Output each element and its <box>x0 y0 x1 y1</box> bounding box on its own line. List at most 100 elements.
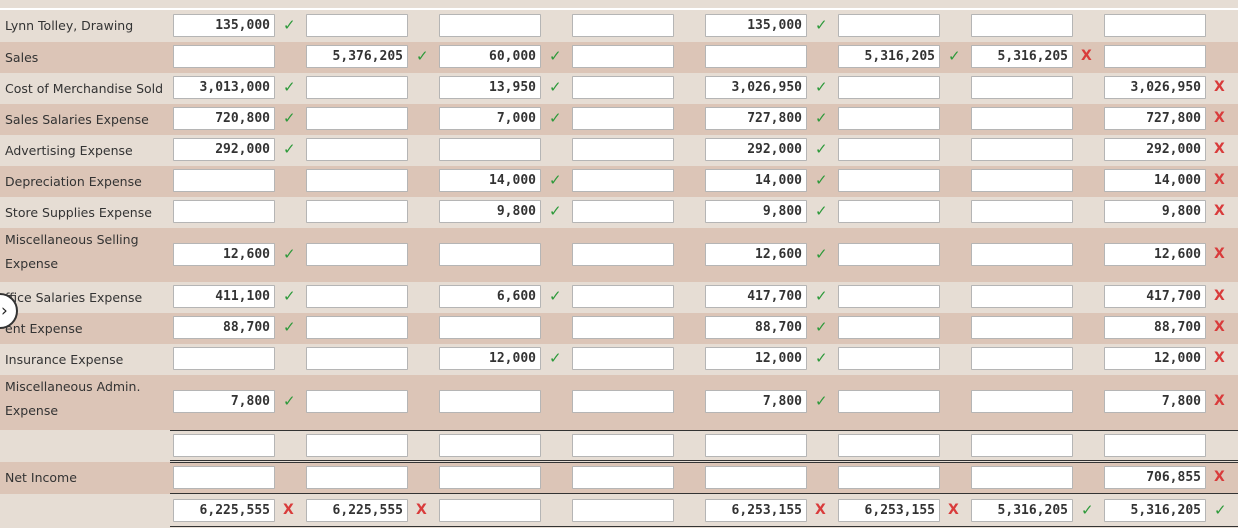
amount-input[interactable] <box>1104 107 1206 130</box>
amount-input[interactable] <box>572 76 674 99</box>
amount-input[interactable] <box>173 45 275 68</box>
amount-input[interactable] <box>838 107 940 130</box>
amount-input[interactable] <box>572 466 674 489</box>
amount-input[interactable] <box>572 347 674 370</box>
amount-input[interactable] <box>838 14 940 37</box>
amount-input[interactable] <box>572 200 674 223</box>
amount-input[interactable] <box>572 138 674 161</box>
amount-input[interactable] <box>173 138 275 161</box>
amount-input[interactable] <box>439 45 541 68</box>
amount-input[interactable] <box>971 76 1073 99</box>
amount-input[interactable] <box>439 107 541 130</box>
amount-input[interactable] <box>1104 243 1206 266</box>
amount-input[interactable] <box>838 434 940 457</box>
amount-input[interactable] <box>705 347 807 370</box>
amount-input[interactable] <box>173 316 275 339</box>
amount-input[interactable] <box>306 390 408 413</box>
amount-input[interactable] <box>173 76 275 99</box>
amount-input[interactable] <box>1104 138 1206 161</box>
amount-input[interactable] <box>173 390 275 413</box>
amount-input[interactable] <box>306 499 408 522</box>
amount-input[interactable] <box>306 434 408 457</box>
amount-input[interactable] <box>705 499 807 522</box>
amount-input[interactable] <box>173 107 275 130</box>
amount-input[interactable] <box>1104 499 1206 522</box>
amount-input[interactable] <box>971 169 1073 192</box>
amount-input[interactable] <box>1104 434 1206 457</box>
amount-input[interactable] <box>306 45 408 68</box>
amount-input[interactable] <box>439 285 541 308</box>
amount-input[interactable] <box>838 347 940 370</box>
amount-input[interactable] <box>705 390 807 413</box>
amount-input[interactable] <box>838 285 940 308</box>
amount-input[interactable] <box>572 45 674 68</box>
amount-input[interactable] <box>572 434 674 457</box>
amount-input[interactable] <box>838 466 940 489</box>
amount-input[interactable] <box>1104 390 1206 413</box>
amount-input[interactable] <box>173 14 275 37</box>
amount-input[interactable] <box>306 466 408 489</box>
amount-input[interactable] <box>705 243 807 266</box>
amount-input[interactable] <box>439 169 541 192</box>
amount-input[interactable] <box>572 390 674 413</box>
amount-input[interactable] <box>705 200 807 223</box>
amount-input[interactable] <box>439 138 541 161</box>
amount-input[interactable] <box>838 316 940 339</box>
amount-input[interactable] <box>173 434 275 457</box>
amount-input[interactable] <box>705 316 807 339</box>
amount-input[interactable] <box>306 138 408 161</box>
amount-input[interactable] <box>572 107 674 130</box>
amount-input[interactable] <box>439 200 541 223</box>
amount-input[interactable] <box>439 347 541 370</box>
amount-input[interactable] <box>306 347 408 370</box>
amount-input[interactable] <box>306 76 408 99</box>
amount-input[interactable] <box>705 45 807 68</box>
amount-input[interactable] <box>705 466 807 489</box>
amount-input[interactable] <box>971 434 1073 457</box>
amount-input[interactable] <box>572 285 674 308</box>
amount-input[interactable] <box>306 169 408 192</box>
amount-input[interactable] <box>306 285 408 308</box>
amount-input[interactable] <box>572 499 674 522</box>
amount-input[interactable] <box>439 243 541 266</box>
amount-input[interactable] <box>173 466 275 489</box>
amount-input[interactable] <box>838 76 940 99</box>
amount-input[interactable] <box>1104 347 1206 370</box>
amount-input[interactable] <box>971 390 1073 413</box>
amount-input[interactable] <box>439 390 541 413</box>
amount-input[interactable] <box>971 107 1073 130</box>
amount-input[interactable] <box>1104 285 1206 308</box>
amount-input[interactable] <box>971 316 1073 339</box>
amount-input[interactable] <box>705 285 807 308</box>
amount-input[interactable] <box>572 14 674 37</box>
amount-input[interactable] <box>705 169 807 192</box>
amount-input[interactable] <box>306 200 408 223</box>
amount-input[interactable] <box>173 243 275 266</box>
amount-input[interactable] <box>439 316 541 339</box>
amount-input[interactable] <box>1104 466 1206 489</box>
amount-input[interactable] <box>705 434 807 457</box>
amount-input[interactable] <box>572 316 674 339</box>
amount-input[interactable] <box>572 243 674 266</box>
amount-input[interactable] <box>439 499 541 522</box>
amount-input[interactable] <box>173 347 275 370</box>
amount-input[interactable] <box>971 243 1073 266</box>
amount-input[interactable] <box>838 138 940 161</box>
amount-input[interactable] <box>971 347 1073 370</box>
amount-input[interactable] <box>173 285 275 308</box>
amount-input[interactable] <box>1104 14 1206 37</box>
amount-input[interactable] <box>1104 316 1206 339</box>
amount-input[interactable] <box>971 14 1073 37</box>
amount-input[interactable] <box>838 390 940 413</box>
amount-input[interactable] <box>439 434 541 457</box>
amount-input[interactable] <box>971 285 1073 308</box>
amount-input[interactable] <box>306 243 408 266</box>
amount-input[interactable] <box>705 14 807 37</box>
amount-input[interactable] <box>306 107 408 130</box>
amount-input[interactable] <box>838 200 940 223</box>
amount-input[interactable] <box>971 466 1073 489</box>
amount-input[interactable] <box>1104 169 1206 192</box>
amount-input[interactable] <box>838 243 940 266</box>
amount-input[interactable] <box>439 466 541 489</box>
amount-input[interactable] <box>971 138 1073 161</box>
